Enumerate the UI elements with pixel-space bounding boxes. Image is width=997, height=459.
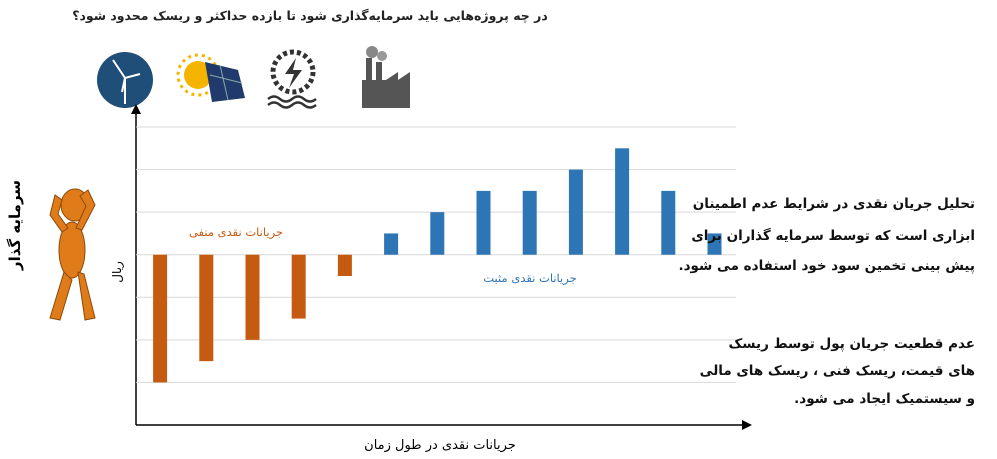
note-line: های قیمت، ریسک فنی ، ریسک های مالی bbox=[699, 363, 975, 379]
bar bbox=[707, 233, 722, 255]
annotation: جریانات نقدی منفی bbox=[189, 225, 283, 240]
y-axis-label: ریال bbox=[110, 261, 125, 283]
bar bbox=[615, 148, 630, 255]
bar bbox=[661, 190, 676, 255]
wind-icon bbox=[97, 52, 153, 108]
bar bbox=[430, 212, 445, 255]
investor-figure bbox=[49, 188, 96, 321]
bar bbox=[245, 254, 260, 340]
note-line: ابزاری است که توسط سرمایه گذاران برای bbox=[691, 228, 975, 244]
bar bbox=[199, 254, 214, 362]
bar bbox=[568, 169, 583, 255]
bar bbox=[291, 254, 306, 319]
note-line: عدم قطعیت جریان پول توسط ریسک bbox=[728, 336, 975, 352]
bar bbox=[476, 190, 491, 255]
bar bbox=[522, 190, 537, 255]
bar bbox=[337, 254, 352, 277]
actor-label: سرمایه گذار bbox=[6, 180, 24, 271]
x-axis-arrow bbox=[742, 420, 752, 430]
chart-title: در چه پروژه‌هایی باید سرمایه‌گذاری شود ت… bbox=[72, 8, 548, 23]
bar bbox=[153, 254, 168, 383]
bar bbox=[384, 233, 399, 255]
note-line: و سیستمیک ایجاد می شود. bbox=[794, 391, 975, 407]
annotation: جریانات نقدی مثبت bbox=[483, 271, 576, 286]
solar-icon bbox=[176, 53, 245, 102]
x-axis-label: جریانات نقدی در طول زمان bbox=[364, 438, 516, 453]
note-line: پیش بینی تخمین سود خود استفاده می شود. bbox=[678, 258, 975, 274]
note-line: تحلیل جریان نقدی در شرایط عدم اطمینان bbox=[692, 196, 975, 212]
hydro-icon bbox=[267, 49, 317, 109]
y-axis-arrow bbox=[131, 104, 141, 114]
factory-icon bbox=[362, 46, 410, 108]
